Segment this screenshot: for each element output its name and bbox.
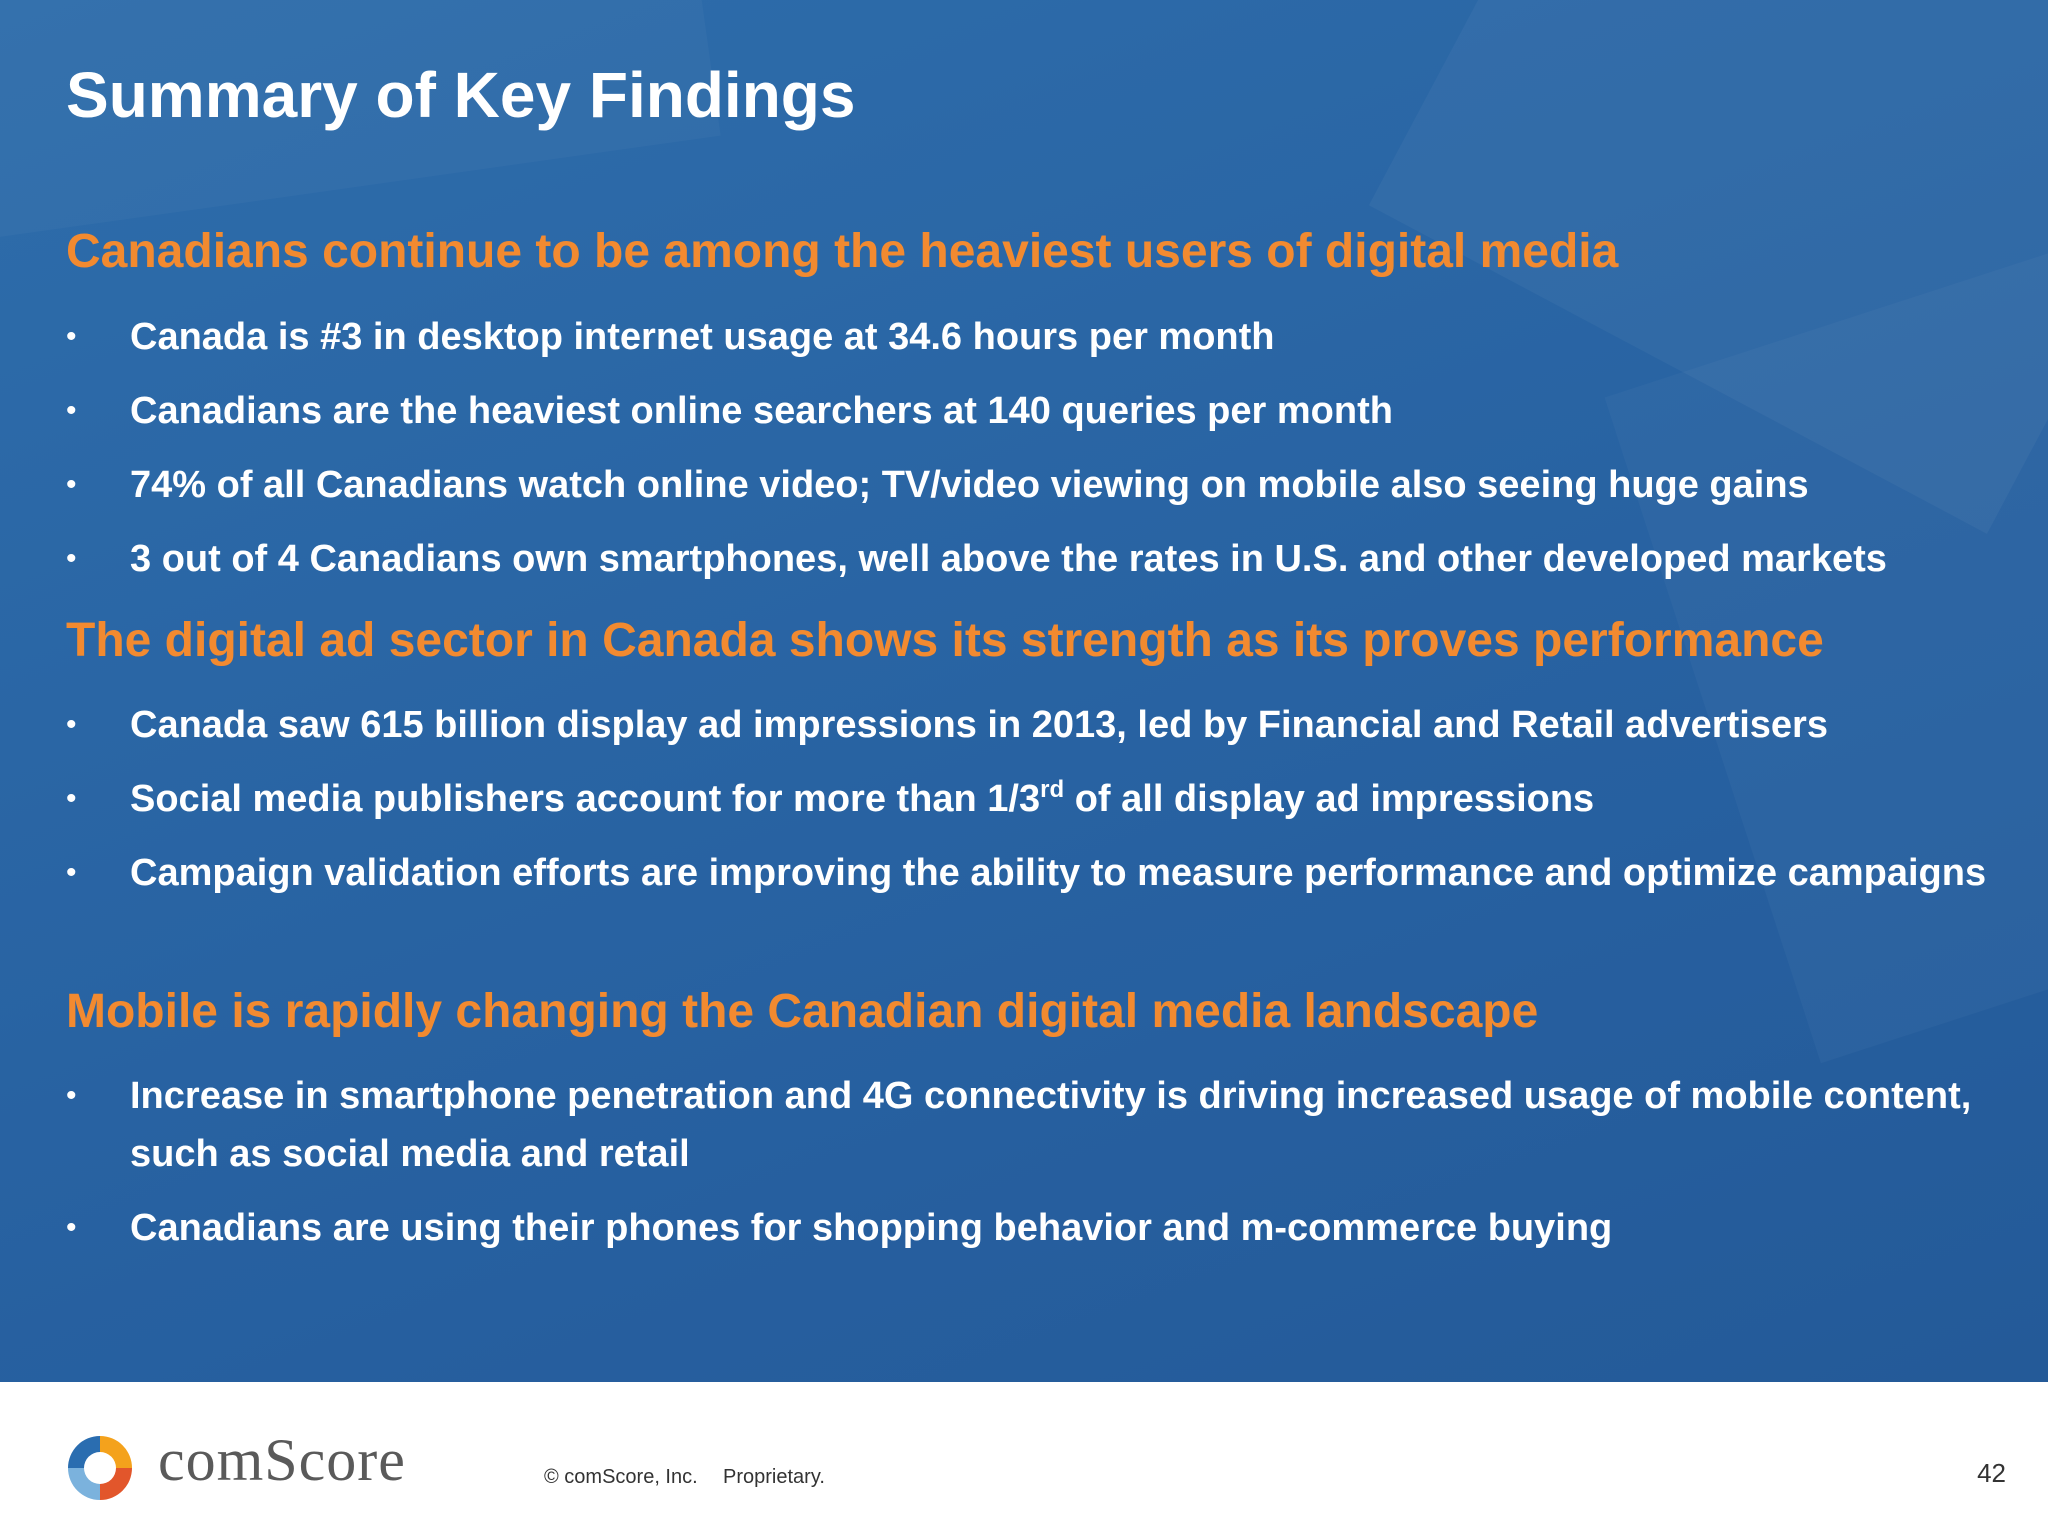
- bullet-text: Canada saw 615 billion display ad impres…: [130, 704, 1828, 746]
- bullet-text: 3 out of 4 Canadians own smartphones, we…: [130, 538, 1887, 580]
- bullet-icon: •: [66, 708, 77, 741]
- bullet-text-part: of all display ad impressions: [1064, 778, 1595, 820]
- slide-title: Summary of Key Findings: [66, 59, 856, 131]
- bullet-icon: •: [66, 468, 77, 501]
- bullet-text: 74% of all Canadians watch online video;…: [130, 464, 1809, 506]
- bullet-text: Increase in smartphone penetration and 4…: [130, 1075, 1972, 1175]
- comscore-wordmark: comScore: [158, 1427, 406, 1493]
- bullet-icon: •: [66, 1079, 77, 1112]
- bullet-text: Canadians are using their phones for sho…: [130, 1207, 1613, 1249]
- bullet-icon: •: [66, 320, 77, 353]
- bullet-text: Canada is #3 in desktop internet usage a…: [130, 316, 1275, 358]
- bullet-text: Campaign validation efforts are improvin…: [130, 852, 1987, 894]
- bullet-text: Canadians are the heaviest online search…: [130, 390, 1393, 432]
- slide-background: Summary of Key Findings Canadians contin…: [0, 0, 2048, 1382]
- section-heading-digital-media: Canadians continue to be among the heavi…: [66, 225, 1619, 278]
- slide-footer: comScore © comScore, Inc. Proprietary. 4…: [0, 1382, 2048, 1536]
- copyright-text: © comScore, Inc.: [544, 1466, 698, 1488]
- bullet-text: Social media publishers account for more…: [130, 770, 2010, 828]
- proprietary-text: Proprietary.: [723, 1466, 825, 1488]
- bullet-icon: •: [66, 542, 77, 575]
- bullet-icon: •: [66, 394, 77, 427]
- section-heading-mobile: Mobile is rapidly changing the Canadian …: [66, 985, 1539, 1038]
- bullet-icon: •: [66, 856, 77, 889]
- superscript: rd: [1040, 776, 1065, 803]
- bullet-icon: •: [66, 782, 77, 815]
- page-number: 42: [1977, 1458, 2006, 1488]
- section-heading-ad-sector: The digital ad sector in Canada shows it…: [66, 614, 1824, 667]
- bullet-text-part: Social media publishers account for more…: [130, 778, 1041, 820]
- comscore-logo-icon: [68, 1436, 132, 1500]
- bullet-icon: •: [66, 1211, 77, 1244]
